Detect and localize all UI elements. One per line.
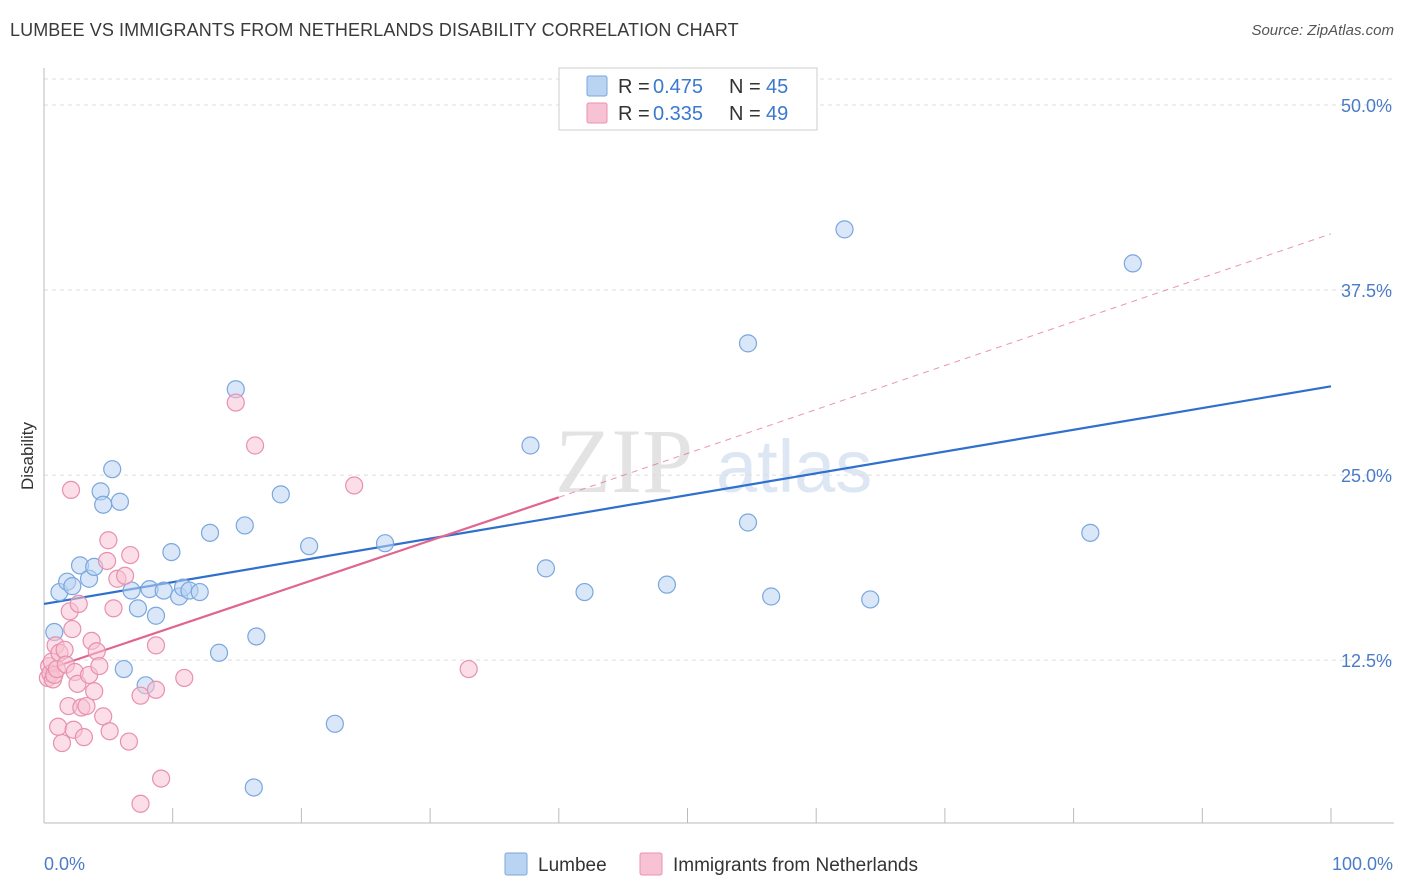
lumbee-point [271, 485, 290, 504]
series-legend-swatch-lumbee [504, 852, 528, 876]
lumbee-point [235, 516, 254, 535]
y-axis-label: Disability [18, 421, 37, 490]
x-tick-label: 100.0% [1332, 854, 1393, 874]
lumbee-point [128, 599, 148, 618]
x-tick-label: 0.0% [44, 854, 85, 874]
netherlands-point [104, 599, 123, 618]
netherlands-point [115, 566, 135, 585]
netherlands-point [87, 642, 106, 661]
lumbee-point [575, 582, 594, 602]
lumbee-point [762, 587, 781, 606]
legend-n-label-netherlands: N = [729, 103, 761, 125]
lumbee-point [1123, 254, 1142, 273]
series-legend-label-netherlands: Immigrants from Netherlands [673, 855, 918, 876]
y-tick-label: 12.5% [1341, 651, 1392, 671]
lumbee-point [1081, 523, 1100, 542]
netherlands-point [49, 717, 68, 736]
legend-box: R = 0.475 N = 45 R = 0.335 N = 49 [558, 67, 818, 131]
lumbee-point [63, 577, 82, 596]
axes [43, 68, 1394, 824]
legend-r-label-netherlands: R = [618, 103, 650, 125]
lumbee-point [521, 436, 540, 455]
lumbee-point [162, 542, 181, 562]
lumbee-point [244, 778, 263, 797]
netherlands-point [119, 732, 139, 751]
netherlands-point [175, 668, 194, 688]
series-legend-label-lumbee: Lumbee [538, 855, 607, 876]
watermark-atlas: atlas [716, 425, 872, 508]
legend-n-value-netherlands: 49 [766, 103, 788, 125]
lumbee-point [114, 659, 133, 679]
netherlands-point [100, 722, 119, 741]
y-tick-label: 37.5% [1341, 281, 1392, 301]
lumbee-point [738, 334, 758, 353]
lumbee-point [190, 582, 209, 602]
series-legend-swatch-netherlands [639, 852, 663, 876]
chart-title: LUMBEE VS IMMIGRANTS FROM NETHERLANDS DI… [10, 20, 739, 40]
lumbee-point [247, 627, 266, 646]
legend-n-label-lumbee: N = [729, 76, 761, 98]
netherlands-trend-extension [558, 233, 1332, 498]
watermark-zip: ZIP [555, 410, 693, 512]
netherlands-point [226, 393, 245, 412]
lumbee-point [536, 559, 556, 578]
netherlands-point [131, 686, 150, 705]
netherlands-point [345, 476, 364, 495]
netherlands-point [97, 551, 117, 571]
netherlands-point [77, 696, 96, 716]
gridlines [44, 78, 1394, 661]
legend-swatch-lumbee [586, 75, 608, 97]
tick-labels: 12.5% 25.0% 37.5% 50.0% 0.0% 100.0% [44, 96, 1393, 874]
data-points [38, 220, 1142, 813]
lumbee-points [45, 220, 1142, 797]
netherlands-point [61, 480, 81, 500]
lumbee-point [657, 575, 677, 594]
netherlands-point [245, 436, 265, 455]
netherlands-points [38, 393, 478, 813]
netherlands-point [69, 594, 88, 614]
lumbee-trend-line [43, 385, 1332, 605]
netherlands-point [131, 794, 150, 813]
lumbee-point [861, 590, 880, 609]
netherlands-point [74, 728, 93, 747]
netherlands-point [146, 680, 166, 699]
netherlands-point [121, 545, 140, 565]
netherlands-point [52, 733, 72, 753]
legend-n-value-lumbee: 45 [766, 76, 788, 98]
lumbee-point [94, 495, 113, 514]
netherlands-point [146, 636, 166, 655]
netherlands-point [99, 531, 118, 550]
lumbee-point [738, 513, 758, 532]
lumbee-point [146, 606, 166, 625]
netherlands-point [85, 682, 104, 701]
lumbee-point [154, 581, 173, 600]
legend-swatch-netherlands [586, 102, 608, 124]
lumbee-point [300, 537, 319, 556]
lumbee-point [103, 460, 122, 479]
trend-lines [43, 233, 1332, 672]
y-tick-label: 50.0% [1341, 96, 1392, 116]
netherlands-trend-line [43, 496, 560, 672]
netherlands-point [459, 659, 478, 679]
lumbee-point [375, 534, 395, 553]
legend-r-value-netherlands: 0.335 [653, 103, 703, 125]
netherlands-point [63, 619, 82, 639]
lumbee-point [835, 220, 854, 239]
legend-r-value-lumbee: 0.475 [653, 76, 703, 98]
lumbee-point [325, 714, 344, 733]
watermark: ZIP atlas [555, 410, 872, 512]
lumbee-point [110, 492, 130, 511]
legend-r-label-lumbee: R = [618, 76, 650, 98]
netherlands-point [90, 656, 109, 676]
netherlands-point [152, 769, 171, 788]
source-credit: Source: ZipAtlas.com [1251, 22, 1394, 39]
lumbee-point [209, 643, 229, 662]
series-legend: Lumbee Immigrants from Netherlands [504, 852, 918, 876]
y-tick-label: 25.0% [1341, 466, 1392, 486]
lumbee-point [200, 523, 220, 542]
